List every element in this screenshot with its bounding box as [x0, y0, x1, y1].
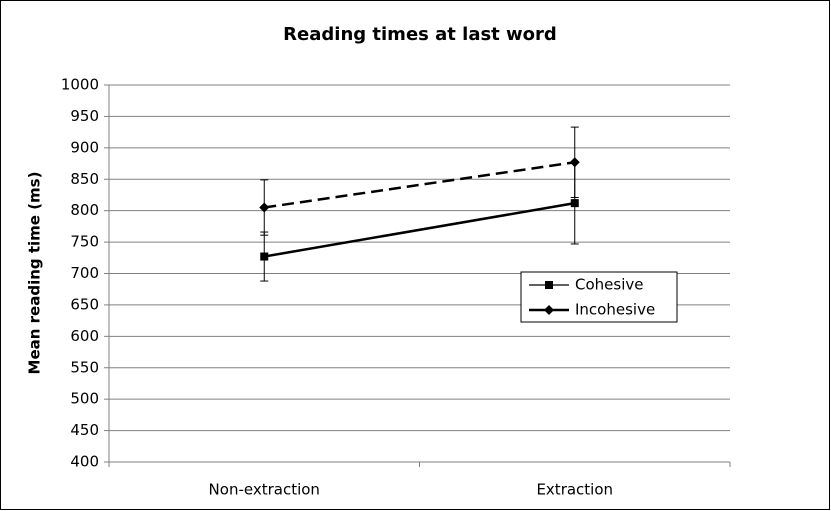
y-axis-label: Mean reading time (ms): [26, 172, 44, 375]
x-tick-label: Non-extraction: [209, 481, 320, 499]
y-tick-label: 800: [70, 201, 99, 219]
series-line: [264, 161, 575, 209]
series-line: [264, 201, 575, 258]
y-tick-label: 950: [70, 107, 99, 125]
y-tick-label: 700: [70, 264, 99, 282]
x-tick-label: Extraction: [536, 481, 613, 499]
y-tick-label: 650: [70, 295, 99, 313]
y-tick-label: 750: [70, 233, 99, 251]
marker: [569, 157, 580, 168]
legend-box: [520, 271, 678, 323]
y-tick-label: 450: [70, 421, 99, 439]
legend-label: Cohesive: [575, 276, 643, 294]
y-tick-label: 900: [70, 138, 99, 156]
y-tick-label: 600: [70, 327, 99, 345]
legend-marker: [545, 281, 553, 289]
legend-label: Incohesive: [575, 301, 655, 319]
y-tick-label: 500: [70, 390, 99, 408]
chart-title: Reading times at last word: [283, 24, 557, 45]
y-tick-label: 1000: [61, 76, 99, 94]
y-tick-label: 550: [70, 358, 99, 376]
marker: [570, 199, 579, 208]
y-tick-label: 400: [70, 453, 99, 471]
marker: [259, 202, 270, 213]
marker: [260, 252, 269, 261]
y-tick-label: 850: [70, 170, 99, 188]
legend-marker: [544, 305, 554, 315]
